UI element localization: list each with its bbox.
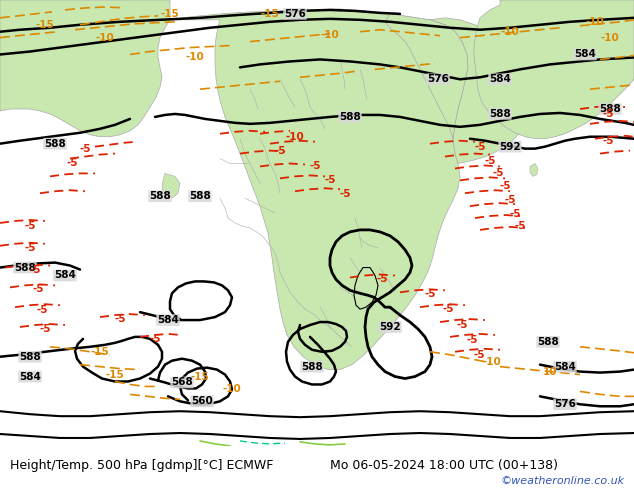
Text: 588: 588 <box>44 139 66 148</box>
Text: -5: -5 <box>309 162 321 172</box>
Text: -5: -5 <box>456 320 468 330</box>
Polygon shape <box>162 173 180 198</box>
Text: -5: -5 <box>275 146 286 156</box>
Text: 592: 592 <box>499 142 521 151</box>
Text: 10: 10 <box>543 367 557 377</box>
Text: 560: 560 <box>191 396 213 406</box>
Polygon shape <box>530 164 538 176</box>
Text: 584: 584 <box>574 49 596 59</box>
Polygon shape <box>354 268 378 309</box>
Text: 588: 588 <box>19 352 41 362</box>
Text: -5: -5 <box>39 324 51 334</box>
Text: -5: -5 <box>376 274 388 284</box>
Text: -5: -5 <box>514 221 526 231</box>
Text: 576: 576 <box>427 74 449 84</box>
Text: -5: -5 <box>499 181 511 191</box>
Text: 588: 588 <box>149 191 171 201</box>
Text: -5: -5 <box>66 158 78 169</box>
Text: -5: -5 <box>466 335 478 345</box>
Text: -15: -15 <box>261 9 280 19</box>
Polygon shape <box>385 14 468 139</box>
Text: -10: -10 <box>96 33 114 43</box>
Text: 584: 584 <box>19 371 41 382</box>
Text: -5: -5 <box>29 265 41 274</box>
Text: -10: -10 <box>586 17 604 27</box>
Text: -15: -15 <box>36 20 55 30</box>
Text: -5: -5 <box>424 289 436 299</box>
Text: 588: 588 <box>599 104 621 114</box>
Text: 576: 576 <box>284 9 306 19</box>
Text: -5: -5 <box>36 305 48 315</box>
Text: -10: -10 <box>600 33 619 43</box>
Text: -5: -5 <box>32 284 44 294</box>
Polygon shape <box>430 18 532 164</box>
Text: -5: -5 <box>602 109 614 119</box>
Text: -5: -5 <box>24 221 36 231</box>
Text: -5: -5 <box>509 209 521 219</box>
Text: Mo 06-05-2024 18:00 UTC (00+138): Mo 06-05-2024 18:00 UTC (00+138) <box>330 459 558 472</box>
Text: Height/Temp. 500 hPa [gdmp][°C] ECMWF: Height/Temp. 500 hPa [gdmp][°C] ECMWF <box>10 459 273 472</box>
Text: -15: -15 <box>91 347 110 357</box>
Text: -5: -5 <box>149 334 161 344</box>
Text: -10: -10 <box>286 132 304 142</box>
Text: -10: -10 <box>321 30 339 40</box>
Text: -15: -15 <box>160 9 179 19</box>
Text: ©weatheronline.co.uk: ©weatheronline.co.uk <box>500 476 624 487</box>
Polygon shape <box>0 0 170 137</box>
Text: -15: -15 <box>106 369 124 380</box>
Text: 584: 584 <box>157 315 179 325</box>
Polygon shape <box>474 0 634 139</box>
Text: 588: 588 <box>489 109 511 119</box>
Text: -5: -5 <box>473 350 485 360</box>
Text: -5: -5 <box>443 304 454 314</box>
Text: -10: -10 <box>223 385 242 394</box>
Text: -5: -5 <box>114 314 126 324</box>
Text: -5: -5 <box>474 142 486 151</box>
Text: 584: 584 <box>54 270 76 280</box>
Text: -5: -5 <box>24 243 36 253</box>
Text: -15: -15 <box>191 371 209 382</box>
Text: 568: 568 <box>171 377 193 388</box>
Polygon shape <box>170 9 468 369</box>
Text: -10: -10 <box>186 52 204 62</box>
Text: -10: -10 <box>482 357 501 367</box>
Text: 588: 588 <box>301 362 323 371</box>
Text: 588: 588 <box>189 191 211 201</box>
Text: 584: 584 <box>554 362 576 371</box>
Text: -10: -10 <box>501 27 519 37</box>
Text: 584: 584 <box>489 74 511 84</box>
Text: -5: -5 <box>602 136 614 146</box>
Text: -5: -5 <box>484 155 496 166</box>
Text: 576: 576 <box>554 399 576 409</box>
Text: 592: 592 <box>379 322 401 332</box>
Text: -5: -5 <box>79 144 91 154</box>
Text: -5: -5 <box>492 169 504 178</box>
Text: -5: -5 <box>339 189 351 199</box>
Text: 588: 588 <box>537 337 559 347</box>
Text: 588: 588 <box>14 263 36 272</box>
Text: -5: -5 <box>504 195 515 205</box>
Text: -5: -5 <box>324 175 336 185</box>
Text: 588: 588 <box>339 112 361 122</box>
